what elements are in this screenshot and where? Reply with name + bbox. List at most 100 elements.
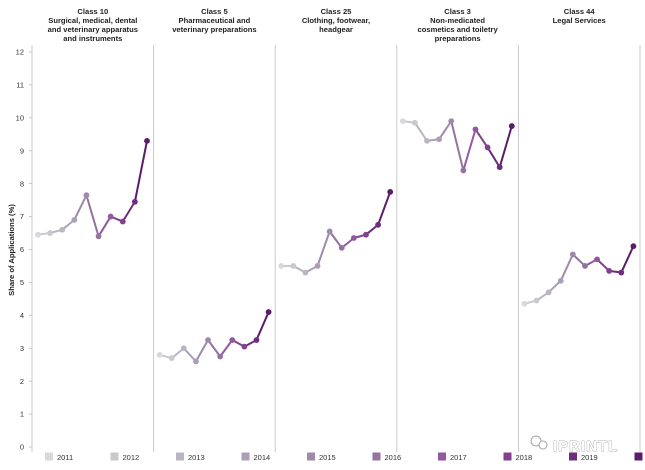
panel-subtitle-line: Surgical, medical, dental bbox=[48, 16, 137, 25]
data-point bbox=[35, 231, 41, 238]
data-point bbox=[253, 337, 260, 343]
series-line-segment bbox=[73, 194, 88, 221]
y-tick-label: 3 bbox=[20, 344, 24, 353]
data-point bbox=[265, 309, 272, 315]
legend-swatch bbox=[372, 452, 381, 461]
y-tick-label: 1 bbox=[20, 410, 24, 419]
legend-label: 2014 bbox=[254, 453, 271, 462]
series-line-segment bbox=[620, 245, 635, 274]
data-point bbox=[314, 263, 321, 269]
y-tick-label: 7 bbox=[20, 212, 24, 221]
data-point bbox=[131, 198, 138, 205]
legend-swatch bbox=[569, 452, 577, 461]
panel-subtitle-line: Legal Services bbox=[553, 16, 606, 25]
data-point bbox=[350, 235, 357, 241]
series-line-segment bbox=[219, 339, 234, 358]
series-line-segment bbox=[413, 121, 429, 142]
data-point bbox=[119, 218, 126, 225]
legend-label: 2015 bbox=[319, 453, 336, 462]
data-point bbox=[496, 164, 503, 171]
data-point bbox=[424, 137, 430, 144]
panel-title: Class 5 bbox=[201, 7, 228, 16]
series-line-segment bbox=[97, 215, 112, 238]
series-line-segment bbox=[121, 200, 136, 223]
series-line-segment bbox=[194, 339, 210, 363]
series-line-segment bbox=[377, 190, 392, 226]
data-point bbox=[521, 300, 528, 307]
legend-label: 2018 bbox=[516, 453, 533, 462]
data-point bbox=[95, 233, 102, 240]
panel-subtitle-line: Clothing, footwear, bbox=[302, 16, 370, 25]
panel-subtitle-line: preparations bbox=[435, 34, 481, 43]
data-point bbox=[290, 263, 297, 269]
data-point bbox=[180, 345, 187, 352]
watermark: IPRINTL bbox=[530, 435, 618, 455]
series-line-segment bbox=[486, 146, 501, 169]
series-line-segment bbox=[450, 120, 465, 172]
data-point bbox=[533, 297, 540, 304]
data-point bbox=[217, 353, 224, 360]
legend-label: 2011 bbox=[57, 453, 73, 462]
legend-swatch bbox=[634, 452, 643, 461]
series-line-segment bbox=[182, 347, 197, 363]
data-point bbox=[363, 231, 369, 238]
data-point bbox=[472, 126, 479, 133]
series-line-segment bbox=[438, 120, 453, 141]
data-point bbox=[59, 226, 66, 233]
y-tick-label: 12 bbox=[16, 48, 24, 57]
watermark-text: IPRINTL bbox=[553, 438, 618, 455]
data-point bbox=[107, 213, 114, 220]
panel-subtitle-line: and veterinary apparatus bbox=[48, 25, 138, 34]
data-point bbox=[83, 192, 90, 199]
data-point bbox=[71, 216, 78, 223]
legend-swatch bbox=[45, 452, 53, 461]
panel-subtitle-line: Non-medicated bbox=[430, 16, 485, 25]
legend-label: 2019 bbox=[581, 453, 598, 462]
series-line-segment bbox=[559, 253, 574, 282]
data-point bbox=[594, 256, 600, 263]
y-tick-label: 4 bbox=[20, 311, 24, 320]
legend-swatch bbox=[176, 452, 184, 461]
y-axis-title: Share of Applications (%) bbox=[7, 204, 16, 296]
y-tick-label: 5 bbox=[20, 278, 24, 287]
data-point bbox=[399, 118, 406, 125]
data-point bbox=[47, 230, 54, 236]
series-line-segment bbox=[85, 194, 100, 238]
series-line-segment bbox=[316, 230, 331, 267]
data-point bbox=[557, 277, 564, 284]
panel-subtitle-line: Pharmaceutical and bbox=[179, 16, 251, 25]
legend-swatch bbox=[503, 452, 512, 461]
data-point bbox=[278, 263, 285, 269]
panel-subtitle-line: cosmetics and toiletry bbox=[418, 25, 499, 34]
y-tick-label: 8 bbox=[20, 179, 24, 188]
data-point bbox=[606, 267, 613, 274]
data-point bbox=[545, 289, 552, 296]
data-point bbox=[618, 269, 625, 276]
legend-swatch bbox=[241, 452, 250, 461]
y-tick-label: 0 bbox=[20, 443, 24, 452]
data-point bbox=[460, 167, 467, 174]
data-point bbox=[168, 355, 175, 362]
panel-title: Class 10 bbox=[77, 7, 108, 16]
y-tick-label: 6 bbox=[20, 245, 24, 254]
data-point bbox=[582, 263, 588, 269]
y-tick-label: 10 bbox=[16, 113, 24, 122]
data-point bbox=[302, 269, 309, 276]
data-point bbox=[144, 137, 150, 144]
legend-label: 2013 bbox=[188, 453, 205, 462]
legend-swatch bbox=[110, 452, 119, 461]
data-point bbox=[448, 118, 455, 125]
series-line-segment bbox=[498, 125, 513, 169]
data-point bbox=[630, 243, 637, 250]
legend-label: 2016 bbox=[385, 453, 402, 462]
data-point bbox=[375, 221, 381, 228]
data-point bbox=[156, 351, 163, 358]
y-tick-label: 9 bbox=[20, 146, 24, 155]
data-point bbox=[205, 337, 211, 343]
